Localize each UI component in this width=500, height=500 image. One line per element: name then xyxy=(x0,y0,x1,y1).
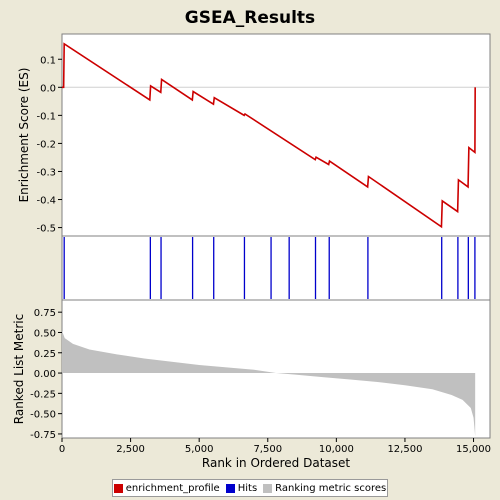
x-axis-label: Rank in Ordered Dataset xyxy=(202,456,350,470)
x-tick-label: 5,000 xyxy=(185,444,214,455)
hits-panel-frame xyxy=(61,235,491,301)
chart-title: GSEA_Results xyxy=(185,8,315,28)
metric-panel xyxy=(62,330,476,437)
ranking-metric-area xyxy=(62,330,476,437)
axes: 0.1 0.0 -0.1 -0.2 -0.3 -0.4 -0.5 0.75 0.50 0.25 0.… xyxy=(30,55,491,455)
legend-label: Ranking metric scores xyxy=(275,482,387,494)
metric-y-tick-label: -0.50 xyxy=(30,410,56,421)
es-y-tick-label: 0.0 xyxy=(40,83,56,94)
x-tick-label: 12,500 xyxy=(387,444,422,455)
enrichment-profile-line xyxy=(62,42,476,229)
x-tick-label: 0 xyxy=(59,444,65,455)
metric-y-tick-label: 0.75 xyxy=(34,308,56,319)
es-y-tick-label: -0.4 xyxy=(36,196,56,207)
x-tick-label: 7,500 xyxy=(253,444,282,455)
es-panel xyxy=(62,42,490,229)
x-tick-label: 10,000 xyxy=(319,444,354,455)
es-y-tick-label: -0.3 xyxy=(36,167,56,178)
legend-swatch-red xyxy=(113,483,123,493)
legend-label: Hits xyxy=(237,482,258,494)
es-y-axis-label: Enrichment Score (ES) xyxy=(17,68,31,203)
metric-y-tick-label: -0.75 xyxy=(30,430,56,441)
legend: enrichment_profile Hits Ranking metric s… xyxy=(112,479,388,497)
es-y-tick-label: -0.2 xyxy=(36,139,56,150)
metric-y-tick-label: 0.00 xyxy=(34,369,56,380)
x-tick-label: 15,000 xyxy=(456,444,491,455)
hits-panel xyxy=(63,237,476,299)
es-y-tick-label: -0.5 xyxy=(36,224,56,235)
metric-y-tick-label: 0.25 xyxy=(34,349,56,360)
es-y-tick-label: -0.1 xyxy=(36,111,56,122)
metric-y-tick-label: -0.25 xyxy=(30,389,56,400)
legend-item-ranking-metric: Ranking metric scores xyxy=(263,483,386,494)
legend-swatch-gray xyxy=(263,483,273,493)
legend-swatch-blue xyxy=(225,483,235,493)
metric-y-axis-label: Ranked List Metric xyxy=(12,314,26,424)
legend-item-hits: Hits xyxy=(225,482,258,494)
legend-label: enrichment_profile xyxy=(125,482,220,494)
x-tick-label: 2,500 xyxy=(116,444,145,455)
legend-item-enrichment-profile: enrichment_profile xyxy=(113,482,220,494)
es-y-tick-label: 0.1 xyxy=(40,55,56,66)
metric-y-tick-label: 0.50 xyxy=(34,328,56,339)
